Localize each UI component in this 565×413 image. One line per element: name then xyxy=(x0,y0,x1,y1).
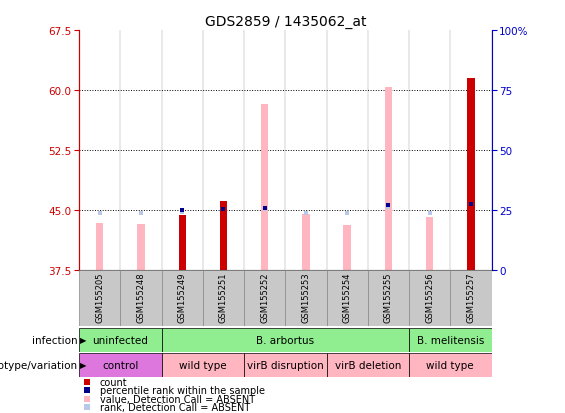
Bar xyxy=(162,353,244,377)
Text: control: control xyxy=(102,360,138,370)
Bar xyxy=(385,88,392,271)
Text: count: count xyxy=(100,377,127,387)
Text: GSM155255: GSM155255 xyxy=(384,272,393,323)
Bar xyxy=(203,271,244,326)
Text: uninfected: uninfected xyxy=(93,335,148,345)
Bar xyxy=(450,271,492,326)
Bar xyxy=(79,328,162,352)
Text: GSM155205: GSM155205 xyxy=(95,272,104,323)
Bar xyxy=(137,224,145,271)
Bar xyxy=(327,353,409,377)
Bar xyxy=(179,216,186,271)
Bar xyxy=(96,223,103,271)
Text: wild type: wild type xyxy=(179,360,227,370)
Text: rank, Detection Call = ABSENT: rank, Detection Call = ABSENT xyxy=(100,402,250,412)
Bar xyxy=(261,105,268,271)
Text: genotype/variation: genotype/variation xyxy=(0,360,78,370)
Title: GDS2859 / 1435062_at: GDS2859 / 1435062_at xyxy=(205,14,366,28)
Text: virB disruption: virB disruption xyxy=(247,360,324,370)
Bar xyxy=(244,353,327,377)
Text: percentile rank within the sample: percentile rank within the sample xyxy=(100,385,265,395)
Text: GSM155251: GSM155251 xyxy=(219,272,228,323)
Text: GSM155254: GSM155254 xyxy=(343,272,351,323)
Text: ▶: ▶ xyxy=(80,335,86,344)
Text: GSM155256: GSM155256 xyxy=(425,272,434,323)
Text: virB deletion: virB deletion xyxy=(334,360,401,370)
Bar xyxy=(285,271,327,326)
Bar xyxy=(79,271,120,326)
Text: value, Detection Call = ABSENT: value, Detection Call = ABSENT xyxy=(100,394,255,404)
Bar xyxy=(79,353,162,377)
Bar xyxy=(467,79,475,271)
Bar xyxy=(220,201,227,271)
Bar xyxy=(120,271,162,326)
Text: GSM155253: GSM155253 xyxy=(302,272,310,323)
Bar xyxy=(162,271,203,326)
Bar xyxy=(368,271,409,326)
Text: B. melitensis: B. melitensis xyxy=(416,335,484,345)
Text: B. arbortus: B. arbortus xyxy=(257,335,314,345)
Bar xyxy=(327,271,368,326)
Bar xyxy=(302,215,310,271)
Text: GSM155249: GSM155249 xyxy=(178,272,186,323)
Bar xyxy=(409,353,492,377)
Text: infection: infection xyxy=(32,335,78,345)
Bar xyxy=(409,271,450,326)
Bar xyxy=(409,328,492,352)
Text: GSM155252: GSM155252 xyxy=(260,272,269,323)
Text: GSM155248: GSM155248 xyxy=(137,272,145,323)
Bar xyxy=(426,218,433,271)
Text: ▶: ▶ xyxy=(80,360,86,369)
Bar xyxy=(244,271,285,326)
Text: wild type: wild type xyxy=(427,360,474,370)
Bar xyxy=(162,328,409,352)
Text: GSM155257: GSM155257 xyxy=(467,272,475,323)
Bar xyxy=(344,226,351,271)
